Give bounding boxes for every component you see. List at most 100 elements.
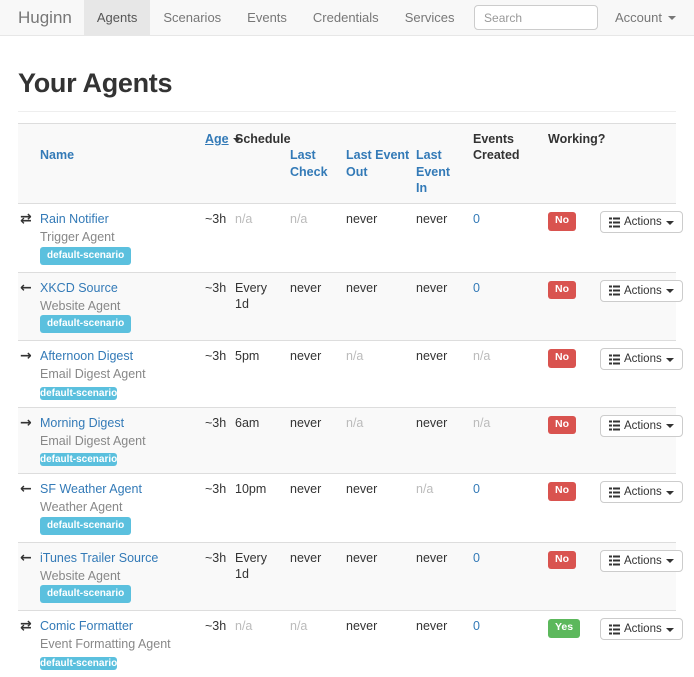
agent-name-link[interactable]: XKCD Source	[40, 280, 118, 295]
caret-down-icon	[665, 490, 674, 495]
caret-down-icon	[665, 559, 674, 563]
scenario-badge[interactable]: default-scenario	[40, 453, 118, 466]
agent-name-link[interactable]: Rain Notifier	[40, 212, 109, 226]
header-last-check: Last Check	[290, 123, 346, 204]
last-check-value: never	[290, 473, 346, 542]
actions-button[interactable]: Actions	[600, 348, 683, 370]
last-event-in-value: never	[416, 406, 473, 474]
search-input[interactable]	[474, 5, 599, 30]
agent-type-label: Website Agent	[40, 568, 121, 583]
scenario-badge[interactable]: default-scenario	[40, 516, 132, 535]
list-icon	[609, 217, 620, 228]
scenario-badge[interactable]: default-scenario	[40, 246, 132, 265]
events-created-value[interactable]: 0	[473, 541, 548, 611]
agent-subline: Website Agent default-scenario	[40, 568, 199, 603]
nav-item-credentials[interactable]: Credentials	[300, 0, 392, 35]
agents-table-body: ⇄ Rain Notifier Trigger Agent default-sc…	[18, 204, 683, 677]
actions-button[interactable]: Actions	[600, 279, 683, 302]
actions-button-label: Actions	[624, 554, 662, 567]
nav-item-scenarios[interactable]: Scenarios	[150, 0, 234, 35]
sort-last-event-in-link[interactable]: Last Event In	[416, 148, 451, 195]
nav-item-events[interactable]: Events	[234, 0, 300, 35]
schedule-value: Every 1d	[235, 271, 290, 341]
last-event-out-value: never	[346, 473, 416, 542]
last-event-in-value: never	[416, 212, 448, 226]
header-icon-column	[18, 123, 40, 204]
working-cell: No	[548, 340, 600, 407]
scenario-badge[interactable]: default-scenario	[40, 386, 118, 400]
caret-down-icon	[665, 357, 674, 362]
agent-name-link[interactable]: Comic Formatter	[40, 619, 134, 633]
header-age: Age	[205, 123, 241, 204]
events-created-value[interactable]: 0	[473, 271, 548, 341]
working-badge: No	[548, 482, 576, 501]
sort-age-link[interactable]: Age	[205, 132, 229, 146]
events-created-value: n/a	[473, 406, 548, 474]
divider	[18, 111, 676, 112]
agent-subline: Event Formatting Agent default-scenario	[40, 636, 199, 670]
scenario-badge[interactable]: default-scenario	[40, 656, 118, 670]
last-event-out-value: n/a	[346, 340, 416, 407]
actions-cell: Actions	[600, 406, 683, 474]
last-event-out-value: n/a	[346, 406, 416, 474]
list-icon	[609, 624, 620, 635]
nav-item-label: Services	[404, 10, 455, 25]
working-cell: Yes	[548, 610, 600, 677]
actions-button[interactable]: Actions	[600, 211, 683, 233]
agent-name-link[interactable]: Afternoon Digest	[40, 349, 134, 363]
agent-subline: Website Agent default-scenario	[40, 298, 199, 333]
last-check-value: n/a	[290, 212, 308, 226]
working-badge: No	[548, 280, 576, 300]
last-check-value: never	[290, 406, 346, 474]
name-cell: Rain Notifier Trigger Agent default-scen…	[40, 204, 205, 273]
name-cell: iTunes Trailer Source Website Agent defa…	[40, 541, 205, 611]
actions-button[interactable]: Actions	[600, 481, 683, 503]
working-badge: No	[548, 550, 576, 570]
agent-name-link[interactable]: iTunes Trailer Source	[40, 550, 159, 565]
nav-item-services[interactable]: Services	[392, 0, 468, 35]
last-event-in-value: never	[416, 340, 473, 407]
brand-link[interactable]: Huginn	[18, 7, 72, 27]
actions-cell: Actions	[600, 541, 683, 611]
actions-button-label: Actions	[624, 353, 662, 365]
caret-down-icon	[665, 424, 674, 428]
actions-button[interactable]: Actions	[600, 618, 683, 640]
last-check-value: never	[290, 271, 346, 341]
scenario-badge[interactable]: default-scenario	[40, 315, 132, 333]
last-event-in-value: never	[416, 541, 473, 611]
nav-item-label: Credentials	[312, 10, 379, 25]
actions-button[interactable]: Actions	[600, 414, 683, 437]
events-created-value[interactable]: 0	[473, 473, 548, 542]
agent-name-link[interactable]: SF Weather Agent	[40, 482, 142, 496]
flow-icon-cell: ←	[18, 541, 40, 611]
sort-last-event-out-link[interactable]: Last Event Out	[346, 148, 410, 179]
working-cell: No	[548, 406, 600, 474]
actions-button-label: Actions	[624, 216, 662, 228]
actions-button-label: Actions	[624, 486, 662, 498]
flow-icon-cell: ←	[18, 271, 40, 341]
agent-subline: Trigger Agent default-scenario	[40, 229, 199, 265]
last-event-out-value: never	[346, 271, 416, 341]
flow-icon-cell: ⇄	[18, 204, 40, 273]
events-created-value[interactable]: 0	[473, 212, 480, 226]
agent-type-label: Email Digest Agent	[40, 367, 146, 382]
header-last-event-out: Last Event Out	[346, 123, 416, 204]
name-cell: Comic Formatter Event Formatting Agent d…	[40, 610, 205, 677]
events-created-value[interactable]: 0	[473, 610, 548, 677]
last-event-out-value: never	[346, 212, 378, 226]
account-menu[interactable]: Account	[598, 0, 676, 35]
working-cell: No	[548, 541, 600, 611]
sort-name-link[interactable]: Name	[40, 148, 75, 163]
sort-last-check-link[interactable]: Last Check	[290, 148, 328, 179]
agent-subline: Email Digest Agent default-scenario	[40, 366, 199, 400]
nav-item-agents[interactable]: Agents	[83, 0, 151, 35]
scenario-badge[interactable]: default-scenario	[40, 585, 132, 603]
agent-type-label: Event Formatting Agent	[40, 637, 171, 652]
last-check-value: never	[290, 340, 346, 407]
name-cell: Morning Digest Email Digest Agent defaul…	[40, 406, 205, 474]
actions-button[interactable]: Actions	[600, 549, 683, 572]
agent-name-link[interactable]: Morning Digest	[40, 415, 125, 430]
table-row: ← XKCD Source Website Agent default-scen…	[18, 271, 683, 341]
account-label: Account	[615, 10, 662, 25]
schedule-value: 5pm	[235, 340, 290, 407]
